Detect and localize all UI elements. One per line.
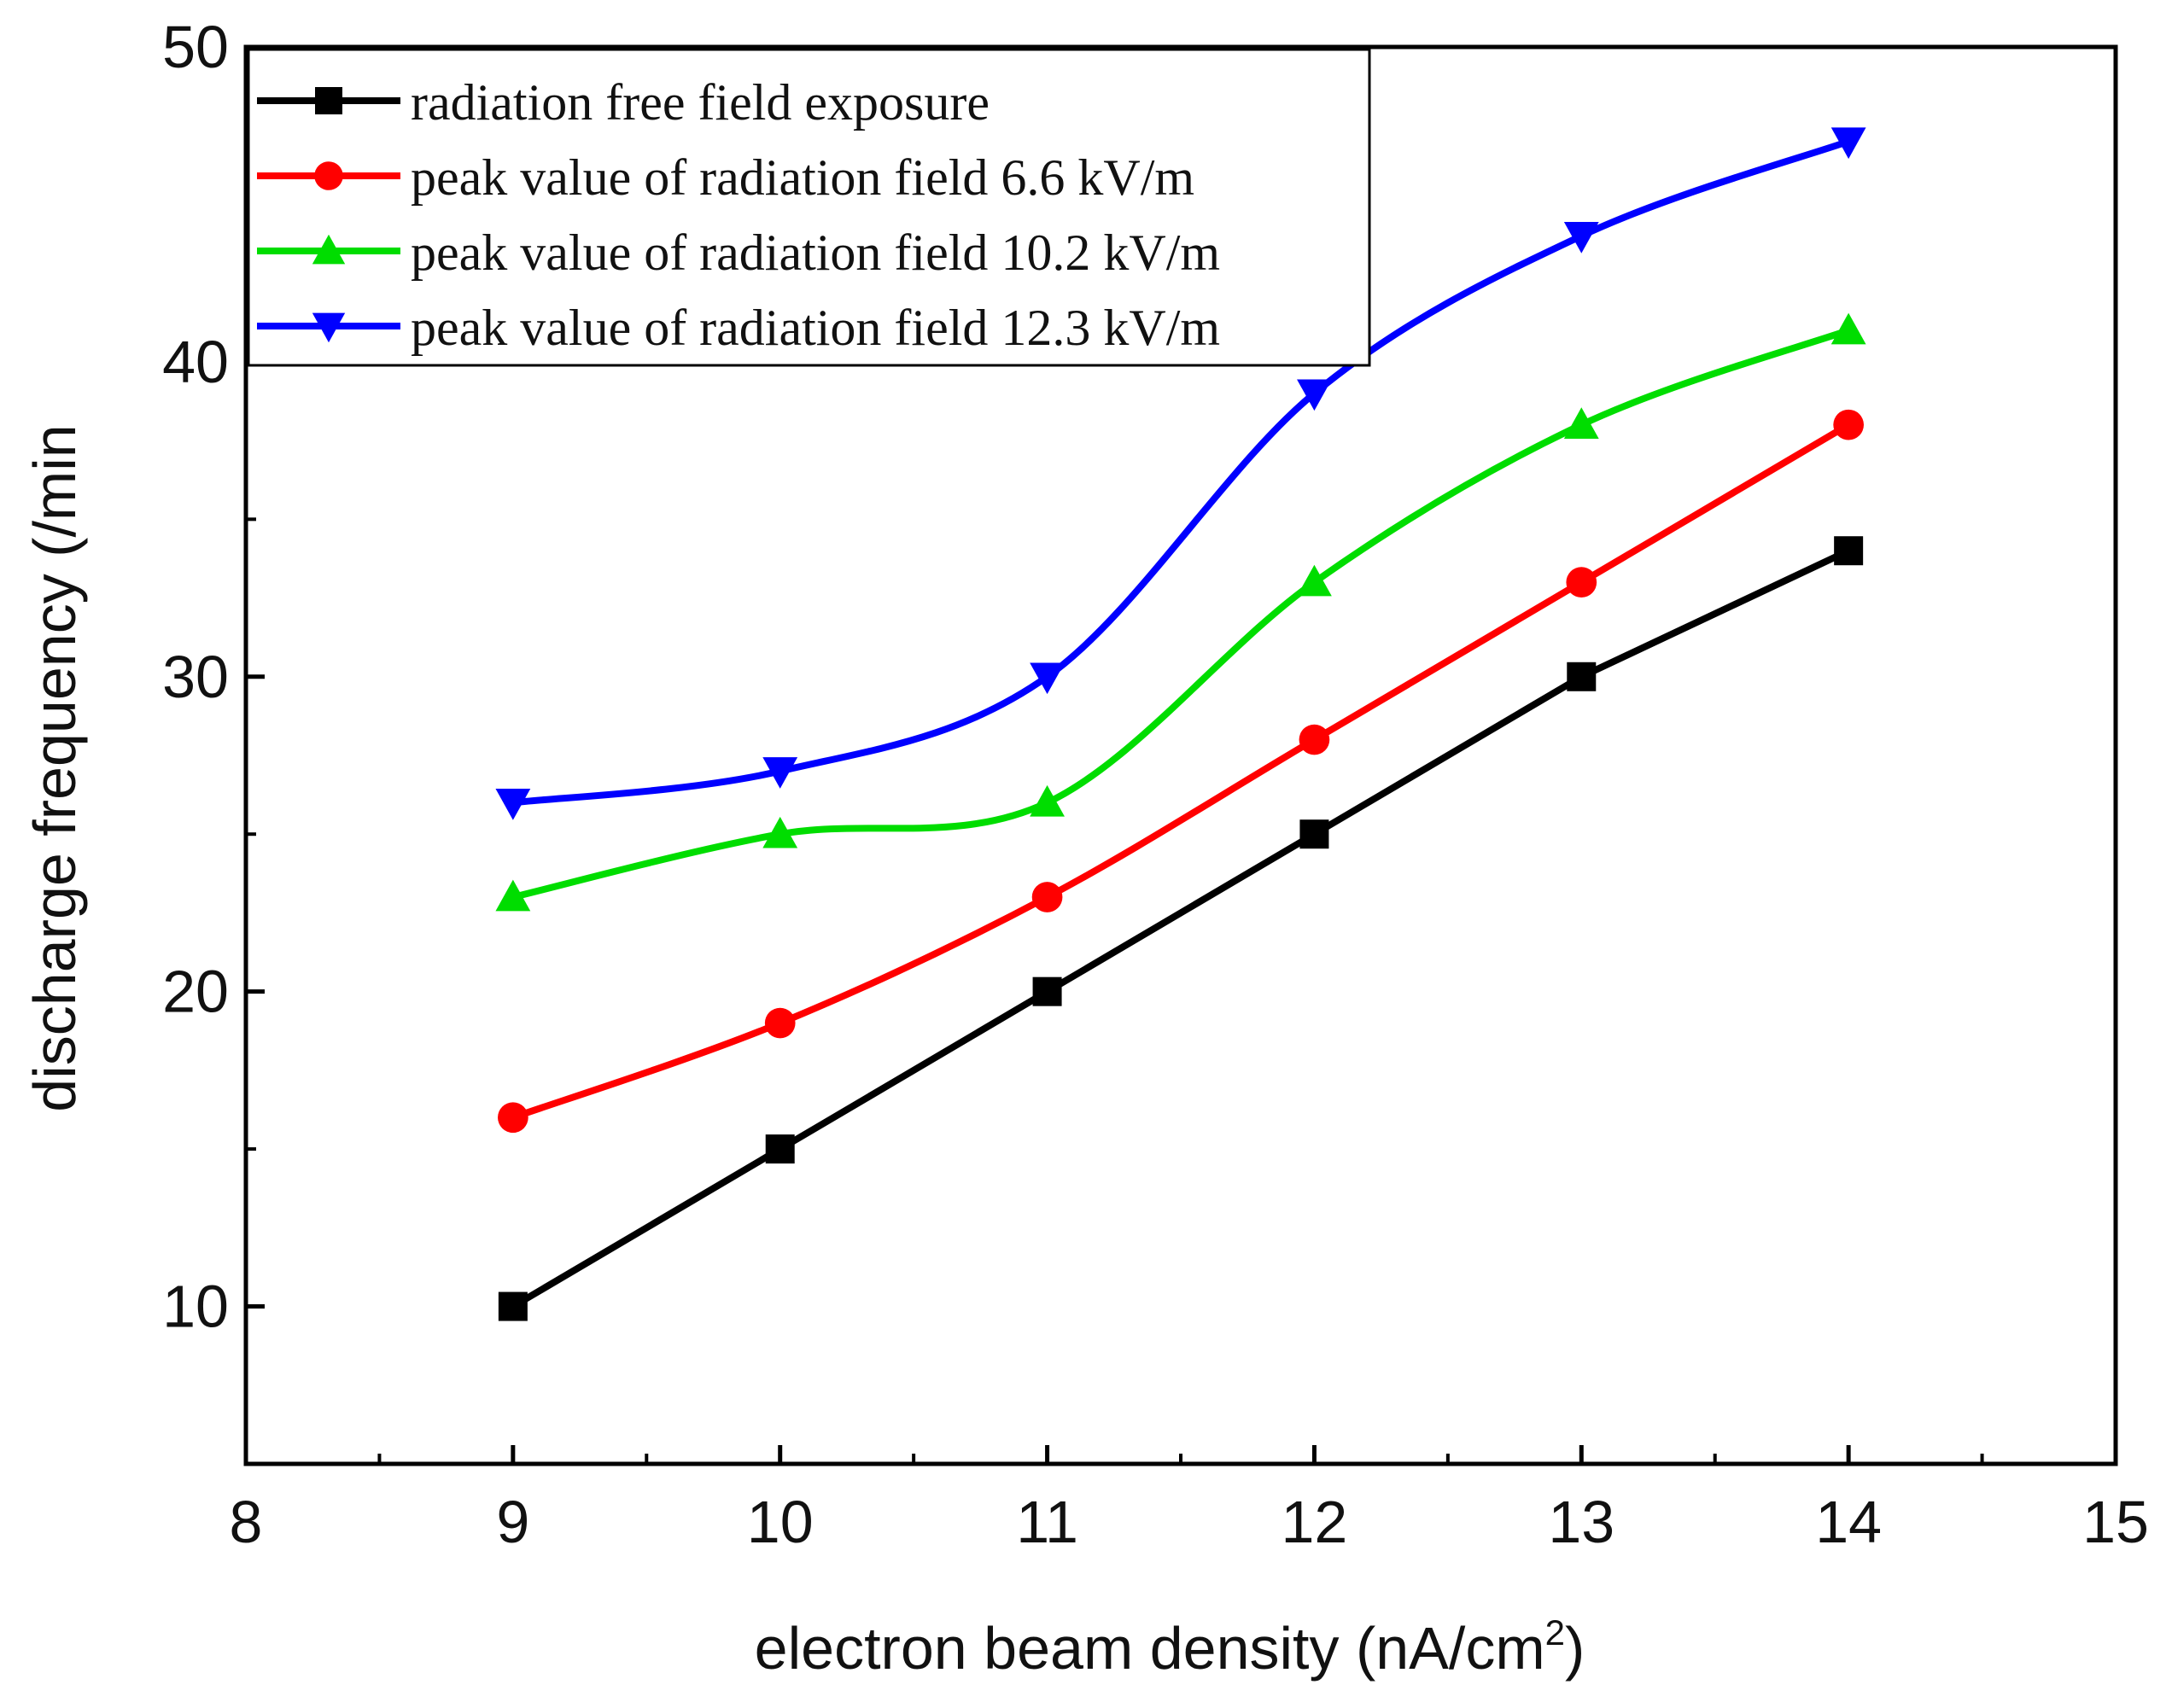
y-tick-label: 10 xyxy=(162,1274,229,1340)
x-axis-label-main: electron beam density (nA/cm xyxy=(755,1615,1545,1682)
legend-marker xyxy=(314,161,343,190)
data-point xyxy=(495,789,531,820)
data-point xyxy=(1830,312,1866,345)
data-point xyxy=(1297,564,1332,597)
x-tick-label: 9 xyxy=(496,1489,529,1555)
data-point xyxy=(1031,882,1063,912)
data-point xyxy=(1030,662,1065,695)
x-axis-label: electron beam density (nA/cm2) xyxy=(755,1612,1585,1682)
x-tick-label: 14 xyxy=(1815,1489,1882,1555)
data-point xyxy=(1030,784,1065,817)
series-line xyxy=(509,327,1853,901)
y-tick-label: 40 xyxy=(162,329,229,395)
legend-item: radiation free field exposure xyxy=(257,74,990,131)
data-point xyxy=(1830,127,1866,160)
x-axis-label-superscript: 2 xyxy=(1545,1612,1565,1653)
y-tick-label: 30 xyxy=(162,644,229,710)
x-tick-label: 15 xyxy=(2082,1489,2149,1555)
series-4 xyxy=(495,127,1866,820)
data-point xyxy=(1567,662,1597,691)
series-2 xyxy=(498,409,1864,1134)
series-layer xyxy=(495,127,1866,1321)
data-point xyxy=(498,1291,528,1321)
legend-item: peak value of radiation field 10.2 kV/m xyxy=(257,224,1220,281)
legend-label: peak value of radiation field 6.6 kV/m xyxy=(411,149,1194,206)
x-axis-ticks: 8 9 10 11 12 13 14 15 xyxy=(230,1445,2149,1555)
series-1 xyxy=(498,536,1864,1321)
x-axis-label-suffix: ) xyxy=(1565,1615,1585,1682)
data-point xyxy=(764,1007,796,1039)
series-line xyxy=(509,547,1853,1310)
legend-marker xyxy=(312,234,346,265)
y-axis-label: discharge frequency (/min xyxy=(21,424,88,1111)
data-point xyxy=(1032,976,1062,1006)
series-line xyxy=(509,137,1853,807)
data-point xyxy=(1566,567,1597,598)
data-point xyxy=(762,757,798,789)
series-3 xyxy=(495,312,1866,912)
data-point xyxy=(1299,724,1330,755)
legend-box xyxy=(247,48,1371,367)
legend-item: peak value of radiation field 12.3 kV/m xyxy=(257,300,1220,356)
legend-label: peak value of radiation field 12.3 kV/m xyxy=(411,300,1220,356)
x-tick-label: 12 xyxy=(1281,1489,1347,1555)
data-point xyxy=(1833,409,1864,440)
y-axis-ticks: 10 20 30 40 50 xyxy=(162,14,265,1340)
legend-label: peak value of radiation field 10.2 kV/m xyxy=(411,224,1220,281)
data-point xyxy=(495,879,531,912)
x-tick-label: 10 xyxy=(747,1489,814,1555)
legend-item: peak value of radiation field 6.6 kV/m xyxy=(257,149,1194,206)
data-point xyxy=(1563,222,1599,254)
data-point xyxy=(765,1134,795,1164)
x-tick-label: 13 xyxy=(1548,1489,1614,1555)
y-tick-label: 20 xyxy=(162,959,229,1025)
legend-label: radiation free field exposure xyxy=(411,74,990,131)
legend-marker xyxy=(315,87,342,114)
legend: radiation free field exposure peak value … xyxy=(247,48,1371,367)
data-point xyxy=(762,816,798,848)
data-point xyxy=(1297,379,1332,411)
legend-marker xyxy=(312,312,346,343)
y-tick-label: 50 xyxy=(162,14,229,80)
x-tick-label: 11 xyxy=(1016,1489,1078,1555)
data-point xyxy=(1834,536,1864,566)
x-tick-label: 8 xyxy=(230,1489,263,1555)
data-point xyxy=(1563,407,1599,439)
series-line xyxy=(509,421,1853,1122)
data-point xyxy=(1299,819,1329,849)
data-point xyxy=(498,1102,528,1134)
